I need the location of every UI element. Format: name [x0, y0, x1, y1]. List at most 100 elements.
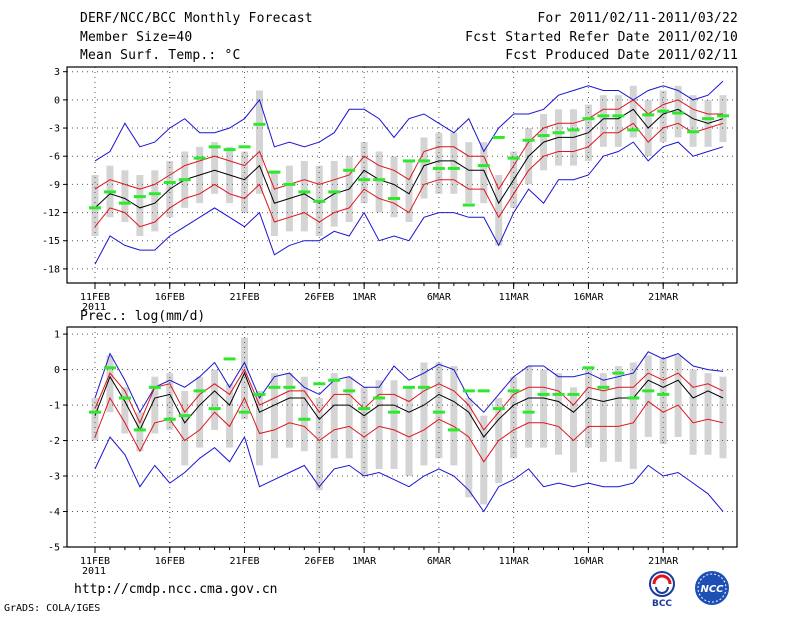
- prec-ensemble-box: [420, 362, 428, 466]
- prec-ensemble-box: [151, 376, 159, 434]
- prec-xtick-label: 11FEB: [80, 556, 110, 567]
- prec-mean-marker: [612, 371, 625, 375]
- prec-ensemble-box: [166, 373, 174, 430]
- prec-mean-marker: [657, 392, 670, 396]
- temp-mean-marker: [702, 117, 715, 121]
- prec-ensemble-box: [285, 373, 293, 448]
- temp-ensemble-box: [390, 156, 398, 218]
- temp-ytick-label: -15: [42, 236, 60, 247]
- temp-outer-low-line: [94, 141, 724, 265]
- temp-ytick-label: -3: [48, 124, 60, 135]
- prec-outer-low-line: [94, 435, 724, 513]
- temp-mean-marker: [118, 201, 131, 205]
- temp-mean-marker: [672, 111, 685, 115]
- forecast-produced-date: Fcst Produced Date 2011/02/11: [505, 48, 738, 63]
- bcc-logo-text: BCC: [652, 599, 672, 608]
- prec-mean-marker: [627, 396, 640, 400]
- temp-mean-marker: [148, 192, 161, 196]
- temp-mean-marker: [522, 138, 535, 142]
- prec-mean-marker: [462, 389, 475, 393]
- prec-mean-marker: [238, 410, 251, 414]
- prec-mean-marker: [313, 382, 326, 386]
- prec-median-line: [94, 371, 724, 438]
- prec-ensemble-box: [196, 376, 204, 448]
- prec-mean-marker: [373, 396, 386, 400]
- prec-ensemble-box: [300, 376, 308, 452]
- chart-title: DERF/NCC/BCC Monthly Forecast: [80, 11, 313, 26]
- temp-ensemble-box: [91, 175, 99, 237]
- ncc-logo-icon: NCC: [695, 571, 729, 605]
- temp-xtick-label: 11MAR: [499, 292, 530, 303]
- prec-ensemble-box: [136, 412, 144, 452]
- forecast-period: For 2011/02/11-2011/03/22: [537, 11, 738, 26]
- temp-mean-marker: [328, 190, 341, 194]
- prec-ensemble-box: [659, 358, 667, 445]
- prec-ensemble-box: [569, 387, 577, 473]
- temp-ytick-label: -18: [42, 264, 60, 275]
- prec-ensemble-box: [584, 369, 592, 448]
- prec-xtick-label: 21FEB: [229, 556, 259, 567]
- prec-mean-marker: [507, 389, 520, 393]
- temp-ytick-label: 3: [54, 67, 60, 78]
- temp-mean-marker: [462, 203, 475, 207]
- temp-mean-marker: [447, 166, 460, 170]
- temp-xtick-label: 6MAR: [427, 292, 452, 303]
- prec-mean-marker: [537, 392, 550, 396]
- temp-outer-high-line: [94, 80, 724, 162]
- prec-mean-marker: [417, 385, 430, 389]
- prec-ensemble-box: [435, 362, 443, 459]
- temp-year-label: 2011: [82, 302, 106, 313]
- prec-mean-marker: [343, 389, 356, 393]
- temp-ensemble-box: [405, 160, 413, 222]
- temp-xtick-label: 16FEB: [155, 292, 185, 303]
- temp-xtick-label: 1MAR: [352, 292, 377, 303]
- prec-ensemble-box: [614, 366, 622, 462]
- prec-ensemble-box: [599, 373, 607, 462]
- temp-ensemble-box: [719, 95, 727, 143]
- temp-mean-marker: [89, 206, 101, 210]
- prec-mean-marker: [328, 378, 341, 382]
- temp-plot-frame: [66, 66, 738, 284]
- temp-ensemble-box: [465, 142, 473, 204]
- prec-mean-marker: [432, 410, 445, 414]
- temp-mean-marker: [492, 135, 505, 139]
- prec-mean-marker: [268, 385, 281, 389]
- temp-mean-marker: [223, 148, 236, 152]
- temp-mean-marker: [103, 190, 116, 194]
- source-url[interactable]: http://cmdp.ncc.cma.gov.cn: [74, 582, 278, 597]
- temp-mean-marker: [717, 114, 729, 118]
- prec-year-label: 2011: [82, 566, 106, 577]
- temp-mean-marker: [567, 128, 580, 132]
- prec-mean-marker: [597, 385, 610, 389]
- prec-mean-marker: [208, 407, 221, 411]
- prec-ensemble-box: [480, 415, 488, 505]
- forecast-started-date: Fcst Started Refer Date 2011/02/10: [465, 30, 738, 45]
- prec-ytick-label: 0: [54, 365, 60, 376]
- temp-ytick-label: -6: [48, 152, 60, 163]
- prec-xtick-label: 6MAR: [427, 556, 452, 567]
- temp-mean-marker: [373, 178, 386, 182]
- temp-mean-marker: [403, 159, 415, 163]
- prec-inner-high-line: [94, 368, 724, 431]
- prec-ensemble-box: [226, 383, 234, 448]
- prec-mean-marker: [283, 385, 296, 389]
- prec-ensemble-box: [450, 366, 458, 466]
- prec-ensemble-box: [465, 397, 473, 498]
- temp-inner-high-line: [94, 99, 723, 191]
- prec-mean-marker: [253, 392, 266, 396]
- temp-ensemble-box: [375, 151, 383, 213]
- temp-mean-marker: [283, 182, 296, 186]
- temp-mean-marker: [642, 113, 655, 117]
- temp-mean-marker: [133, 195, 146, 199]
- prec-mean-marker: [358, 407, 371, 411]
- prec-ensemble-box: [390, 380, 398, 469]
- prec-mean-marker: [103, 366, 116, 370]
- prec-mean-marker: [193, 389, 206, 393]
- temp-mean-marker: [687, 130, 700, 134]
- prec-ensemble-box: [555, 373, 563, 455]
- prec-outer-high-line: [94, 351, 724, 414]
- temp-mean-marker: [163, 181, 176, 185]
- temp-xtick-label: 21MAR: [648, 292, 679, 303]
- prec-ensemble-box: [121, 387, 129, 434]
- prec-ensemble-box: [330, 373, 338, 459]
